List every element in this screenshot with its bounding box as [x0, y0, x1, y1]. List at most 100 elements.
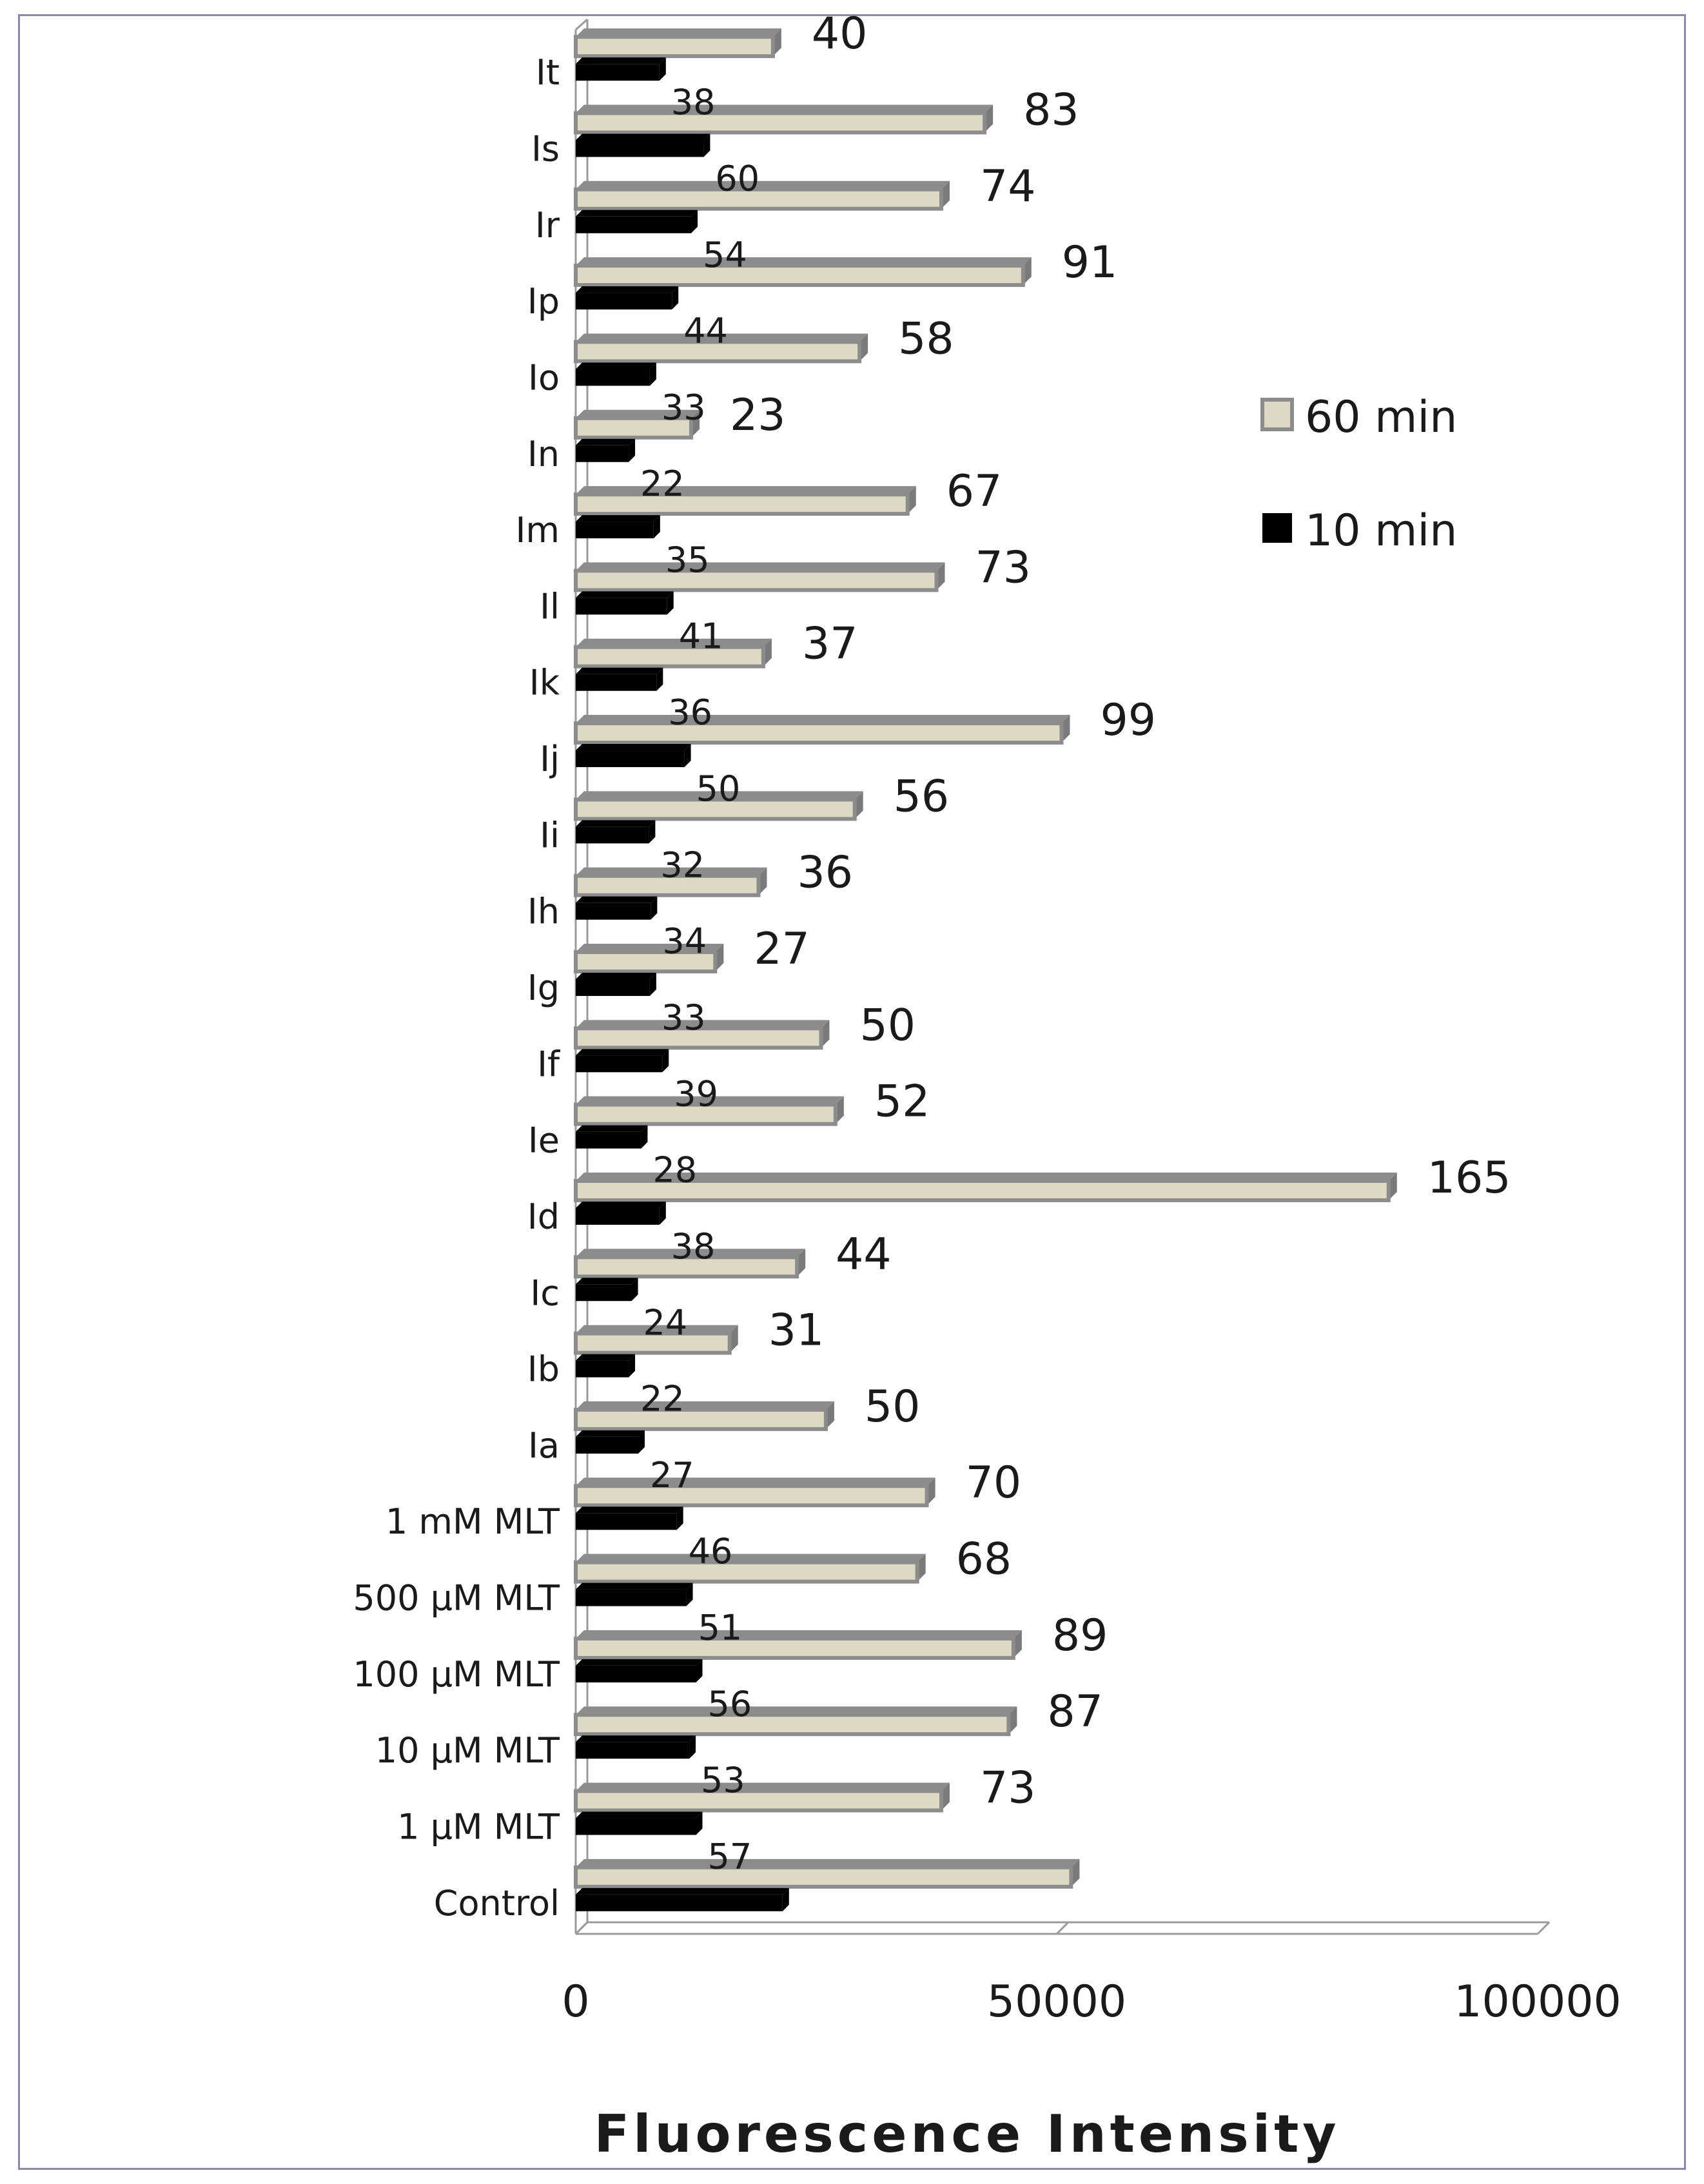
bar-60min-side — [907, 486, 916, 514]
bar-10min-side — [649, 362, 656, 386]
category-label: Ir — [535, 205, 560, 246]
bar-10min-top — [576, 286, 679, 293]
bar-60min-top — [576, 1325, 738, 1334]
bar-60min-side — [835, 1096, 844, 1124]
data-label-60min: 73 — [975, 542, 1032, 593]
bar-60min — [574, 950, 718, 973]
category-label: Ie — [528, 1120, 560, 1161]
bar-10min-side — [641, 1125, 648, 1149]
data-label-10min: 60 — [715, 158, 759, 199]
data-label-10min: 34 — [662, 921, 707, 962]
bar-60min-top — [576, 944, 724, 952]
bar-60min-side — [941, 1782, 950, 1811]
bar-10min — [576, 1360, 629, 1378]
bar-10min-top — [576, 515, 660, 522]
data-label-60min: 50 — [865, 1381, 921, 1432]
category-label: Ia — [528, 1425, 560, 1466]
data-label-10min: 24 — [643, 1302, 688, 1343]
bar-10min — [576, 1284, 632, 1302]
bar-10min — [576, 64, 660, 81]
data-label-60min: 50 — [859, 1000, 916, 1051]
bar-10min — [576, 445, 629, 462]
bar-60min-top — [576, 1020, 830, 1029]
bar-60min-top — [576, 562, 945, 571]
bar-60min-top — [576, 1630, 1022, 1639]
bar-60min-side — [729, 1325, 738, 1353]
bar-10min-top — [576, 1201, 666, 1208]
bar-60min — [574, 797, 857, 821]
bar-60min-top — [576, 1249, 806, 1258]
data-label-10min: 27 — [650, 1455, 694, 1496]
bar-60min-top — [576, 1172, 1397, 1181]
bar-60min — [574, 1713, 1011, 1737]
data-label-10min: 36 — [668, 692, 712, 733]
bar-60min — [574, 645, 765, 668]
bar-10min-top — [576, 133, 710, 141]
data-label-60min: 87 — [1047, 1686, 1103, 1737]
bar-60min — [574, 1407, 828, 1431]
bar-60min-side — [763, 638, 772, 667]
bar-60min-side — [821, 1020, 830, 1048]
bar-10min-top — [576, 1506, 683, 1514]
data-label-60min: 36 — [797, 848, 853, 899]
bar-10min-side — [649, 820, 656, 844]
bar-10min-side — [686, 1583, 693, 1606]
data-label-60min: 89 — [1052, 1610, 1108, 1661]
bar-10min-top — [576, 1049, 669, 1056]
data-label-60min: 52 — [874, 1077, 930, 1127]
bar-10min — [576, 1589, 687, 1606]
bar-10min-top — [576, 973, 656, 979]
bar-10min-side — [782, 1887, 789, 1911]
bar-10min — [576, 1665, 696, 1682]
data-label-60min: 23 — [730, 390, 786, 441]
category-label: 1 mM MLT — [386, 1501, 560, 1542]
bar-60min-top — [576, 486, 916, 495]
bar-10min — [576, 369, 650, 386]
bar-60min — [574, 721, 1064, 745]
data-label-10min: 33 — [661, 387, 706, 427]
bar-60min-top — [576, 1477, 935, 1487]
bar-10min — [576, 140, 704, 157]
category-label: Id — [527, 1196, 560, 1237]
category-label: Ip — [527, 281, 560, 322]
bar-10min — [576, 674, 657, 691]
bar-10min-top — [576, 438, 636, 445]
bar-60min-top — [576, 104, 994, 113]
bar-60min — [574, 492, 910, 516]
data-label-60min: 67 — [946, 466, 1003, 517]
data-label-10min: 32 — [660, 844, 705, 885]
category-label: Is — [531, 128, 560, 169]
bar-10min-side — [629, 1354, 636, 1378]
category-label: Il — [540, 586, 560, 627]
data-label-10min: 38 — [671, 82, 716, 122]
bar-10min-side — [696, 1811, 703, 1835]
bar-10min-side — [629, 438, 636, 462]
bar-10min — [576, 1207, 660, 1225]
bar-60min-side — [758, 867, 767, 895]
bar-60min — [574, 1026, 823, 1050]
bar-60min — [574, 35, 775, 59]
bar-60min-side — [691, 409, 700, 438]
data-label-60min: 58 — [898, 313, 954, 364]
bar-60min-side — [825, 1401, 834, 1429]
bar-10min — [576, 1055, 663, 1073]
bar-10min-side — [696, 1659, 703, 1682]
data-label-60min: 99 — [1100, 695, 1156, 746]
category-label: 100 μM MLT — [353, 1654, 560, 1695]
bar-10min-side — [651, 896, 658, 920]
bar-60min-top — [576, 715, 1070, 724]
data-label-10min: 46 — [689, 1531, 733, 1572]
data-label-60min: 56 — [894, 771, 950, 822]
bar-10min — [576, 979, 650, 996]
bar-10min — [576, 598, 667, 615]
bar-60min — [574, 1789, 943, 1813]
bar-60min — [574, 569, 939, 592]
data-label-60min: 73 — [980, 1763, 1036, 1814]
bar-60min — [574, 1636, 1015, 1660]
bar-10min — [576, 1436, 638, 1454]
bar-60min-top — [576, 1858, 1080, 1867]
bar-10min — [576, 826, 649, 844]
bar-10min-top — [576, 1583, 693, 1590]
bar-10min-side — [689, 1735, 696, 1759]
bar-10min-top — [576, 210, 698, 217]
